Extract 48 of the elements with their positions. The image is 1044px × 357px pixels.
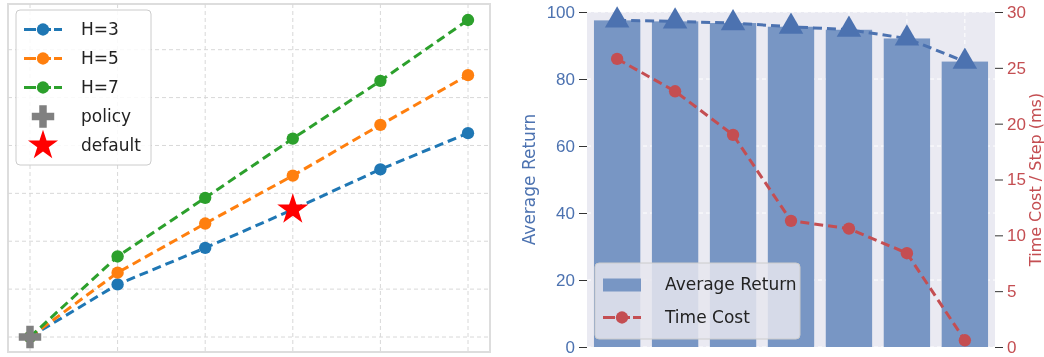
point xyxy=(784,214,798,227)
legend-label: H=3 xyxy=(81,19,119,40)
point xyxy=(374,163,387,176)
point xyxy=(286,132,299,145)
y-tick-label: 40 xyxy=(556,203,575,223)
y2-tick-label: 30 xyxy=(1007,2,1026,22)
y-tick-label: 100 xyxy=(546,2,575,22)
point xyxy=(277,193,309,223)
y2-tick-label: 5 xyxy=(1007,282,1017,302)
legend-label: default xyxy=(81,135,142,156)
legend-label: Average Return xyxy=(665,274,797,295)
point xyxy=(374,118,387,132)
bar xyxy=(883,38,931,347)
y2-tick-label: 10 xyxy=(1007,226,1026,246)
point xyxy=(111,266,124,279)
y-tick-label: 0 xyxy=(565,337,575,357)
point xyxy=(900,247,914,260)
point xyxy=(461,127,475,140)
bar xyxy=(941,61,989,347)
point xyxy=(111,250,124,263)
legend-label: policy xyxy=(81,106,132,127)
y2-tick-label: 25 xyxy=(1007,58,1026,78)
y2-tick-label: 0 xyxy=(1007,337,1017,357)
point xyxy=(199,191,212,204)
point xyxy=(842,222,856,235)
point xyxy=(18,325,42,349)
legend-label: Time Cost xyxy=(664,307,751,328)
point xyxy=(461,13,475,27)
y2-axis-title: Time Cost / Step (ms) xyxy=(1026,92,1044,268)
point xyxy=(374,74,387,88)
point xyxy=(668,85,682,98)
y-tick-label: 60 xyxy=(556,136,575,156)
legend-label: H=5 xyxy=(81,48,119,69)
point xyxy=(461,68,475,82)
y-tick-label: 80 xyxy=(556,69,575,89)
y-tick-label: 20 xyxy=(556,270,575,290)
point xyxy=(726,128,740,141)
bar xyxy=(825,29,873,347)
point xyxy=(111,278,124,291)
point xyxy=(286,169,299,182)
point xyxy=(199,241,212,255)
y2-tick-label: 15 xyxy=(1007,170,1026,190)
point xyxy=(199,217,212,230)
point xyxy=(610,52,624,66)
legend-label: H=7 xyxy=(81,77,119,98)
point xyxy=(958,334,972,347)
y-axis-title: Average Return xyxy=(519,113,539,246)
y2-tick-label: 20 xyxy=(1007,114,1026,134)
